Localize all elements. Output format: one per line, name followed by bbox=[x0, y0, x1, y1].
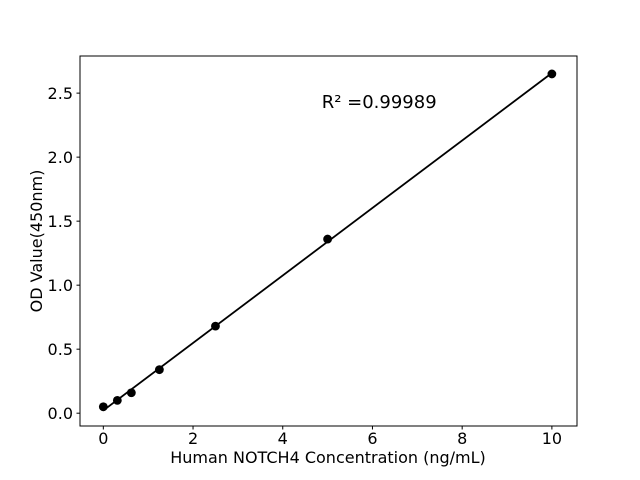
x-tick-label: 2 bbox=[188, 429, 198, 448]
data-point bbox=[112, 395, 122, 405]
data-point bbox=[547, 69, 557, 79]
y-tick-label: 0.5 bbox=[48, 340, 73, 359]
x-axis-label: Human NOTCH4 Concentration (ng/mL) bbox=[170, 448, 486, 467]
y-tick-label: 1.0 bbox=[48, 276, 73, 295]
r-squared-annotation: R² =0.99989 bbox=[322, 92, 437, 113]
y-tick-label: 2.0 bbox=[48, 148, 73, 167]
x-tick-label: 6 bbox=[367, 429, 377, 448]
x-tick-label: 8 bbox=[457, 429, 467, 448]
y-tick-label: 2.5 bbox=[48, 84, 73, 103]
data-point bbox=[154, 365, 164, 375]
y-tick-label: 1.5 bbox=[48, 212, 73, 231]
data-point bbox=[323, 234, 333, 244]
x-tick-label: 0 bbox=[98, 429, 108, 448]
x-tick-label: 10 bbox=[542, 429, 562, 448]
plot-layer: 0 2 4 6 8 10 0.0 0.5 1.0 1.5 2.0 2.5 bbox=[48, 55, 578, 448]
data-point bbox=[126, 388, 136, 398]
data-point bbox=[98, 402, 108, 412]
x-tick-label: 4 bbox=[278, 429, 288, 448]
y-axis-label: OD Value(450nm) bbox=[27, 170, 46, 313]
data-point bbox=[211, 321, 220, 331]
y-tick-label: 0.0 bbox=[48, 404, 73, 423]
plot-spines bbox=[79, 55, 578, 427]
